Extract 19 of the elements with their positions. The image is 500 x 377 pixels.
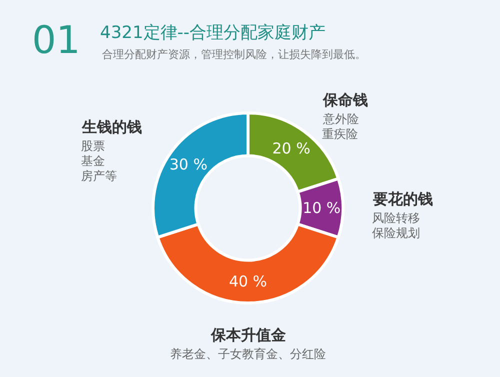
text: 养老金、子女教育金、分红险 — [170, 347, 326, 361]
data-label: 10 % — [302, 199, 341, 217]
text: 意外险 — [322, 112, 359, 126]
data-label: 30 % — [169, 156, 208, 174]
data-label: 20 % — [272, 139, 310, 158]
data-label: 40 % — [228, 272, 268, 291]
text: 股票 — [81, 139, 105, 153]
text: 01 — [32, 18, 80, 62]
slice-label: 保本升值金 — [210, 326, 286, 344]
text: 基金 — [81, 154, 105, 168]
slice-label: 保命钱 — [322, 91, 368, 109]
slice-label: 生钱的钱 — [81, 118, 142, 136]
slice-label: 要花的钱 — [372, 190, 433, 208]
text: 重疾险 — [322, 127, 358, 141]
chart-subtitle: 合理分配财产资源，管理控制风险，让损失降到最低。 — [102, 48, 366, 61]
text: 风险转移 — [372, 211, 420, 225]
chart-title: 4321定律--合理分配家庭财产 — [100, 22, 326, 43]
text: 保险规划 — [372, 226, 420, 240]
text: 房产等 — [81, 169, 117, 183]
